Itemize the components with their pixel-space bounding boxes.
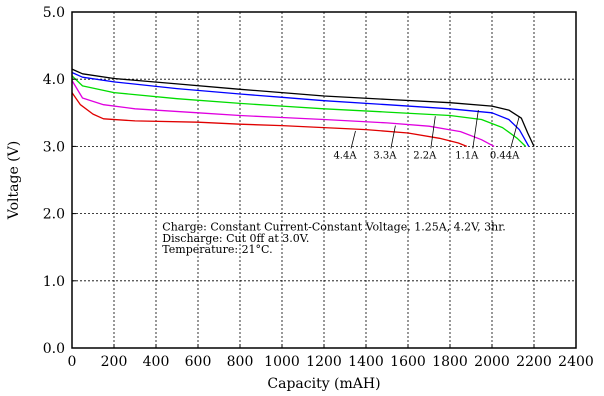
curve-label: 3.3A — [373, 150, 397, 161]
x-axis-title: Capacity (mAH) — [267, 376, 380, 392]
series-line-11A — [71, 71, 530, 147]
series-line-44A — [71, 92, 468, 148]
x-tick-label: 1000 — [264, 354, 300, 370]
x-tick-label: 2000 — [474, 354, 510, 370]
y-tick-label: 5.0 — [43, 5, 65, 21]
annotation-text: Temperature: 21°C. — [162, 243, 272, 256]
curve-label-pointers — [350, 110, 520, 149]
y-tick-label: 3.0 — [43, 139, 65, 155]
series-line-22A — [71, 75, 527, 147]
y-tick-label: 0.0 — [43, 341, 65, 357]
curve-labels: 4.4A 3.3A 2.2A 1.1A 0.44A — [333, 150, 520, 161]
x-tick-label: 2200 — [516, 354, 552, 370]
y-tick-label: 1.0 — [43, 274, 65, 290]
x-tick-label: 400 — [143, 354, 170, 370]
y-tick-label: 4.0 — [43, 72, 65, 88]
x-tick-label: 1200 — [306, 354, 342, 370]
y-axis-title: Voltage (V) — [6, 141, 22, 220]
x-tick-label: 200 — [101, 354, 128, 370]
curve-label: 0.44A — [490, 150, 520, 161]
grid — [72, 12, 576, 348]
curve-label-pointer — [472, 110, 479, 149]
x-tick-label: 0 — [68, 354, 77, 370]
series-line-33A — [71, 80, 495, 147]
x-tick-label: 600 — [185, 354, 212, 370]
annotations: Charge: Constant Current-Constant Voltag… — [162, 220, 505, 256]
curve-label-pointer — [350, 130, 356, 149]
curve-label: 4.4A — [333, 150, 357, 161]
curve-label-pointer — [510, 116, 520, 149]
x-tick-label: 1800 — [432, 354, 468, 370]
x-tick-label: 1600 — [390, 354, 426, 370]
x-tick-label: 2400 — [558, 354, 594, 370]
series-lines — [71, 68, 535, 148]
curve-label: 1.1A — [455, 150, 479, 161]
axis-ticks: 0 200 400 600 800 1000 1200 1400 1600 1800 2000 220… — [43, 5, 594, 370]
y-tick-label: 2.0 — [43, 207, 65, 223]
curve-label-pointer — [430, 116, 436, 149]
x-tick-label: 800 — [227, 354, 254, 370]
x-tick-label: 1400 — [348, 354, 384, 370]
annotation-text: Discharge: Cut 0ff at 3.0V. — [162, 232, 309, 245]
curve-label: 2.2A — [413, 150, 437, 161]
annotation-text: Charge: Constant Current-Constant Voltag… — [162, 220, 505, 233]
curve-label-pointer — [390, 125, 396, 149]
